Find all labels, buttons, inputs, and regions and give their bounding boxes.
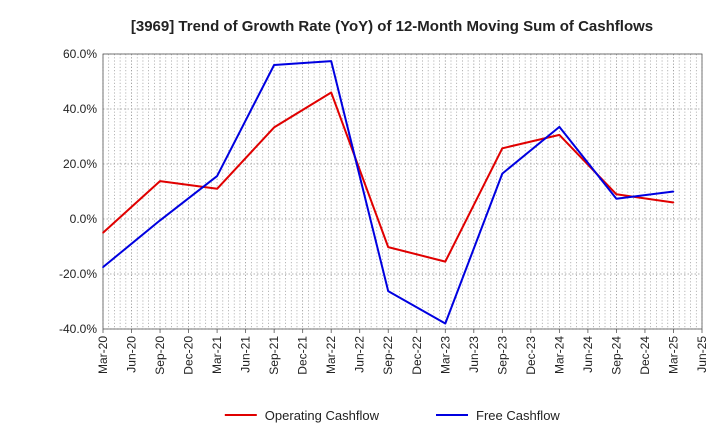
x-tick-label: Sep-23 [495,336,509,375]
plot-area: 60.0% 40.0% 20.0% 0.0% -20.0% -40.0%Mar-20 Jun… [59,47,709,375]
data-point-series-2 [672,190,675,193]
data-point-series-2 [387,290,390,292]
data-point-series-2 [273,64,275,66]
x-tick-label: Mar-20 [96,336,110,374]
data-point-series-2 [102,266,104,268]
data-point-series-1 [615,193,618,196]
data-point-series-1 [558,134,561,136]
y-tick-label: 60.0% [63,47,97,61]
x-tick-label: Dec-23 [524,336,538,375]
data-point-series-2 [444,322,447,325]
data-point-series-2 [615,197,618,200]
chart-title: [3969] Trend of Growth Rate (YoY) of 12-… [131,18,653,35]
data-point-series-1 [273,126,275,129]
y-tick-label: 0.0% [70,212,98,226]
data-point-series-2 [501,172,504,175]
y-tick-label: -20.0% [59,267,97,281]
x-tick-label: Sep-21 [267,336,281,375]
x-tick-label: Jun-20 [125,336,139,373]
x-tick-label: Dec-21 [296,336,310,375]
x-tick-label: Mar-22 [324,336,338,374]
x-tick-label: Dec-24 [638,336,652,375]
x-tick-label: Mar-24 [552,336,566,374]
x-tick-label: Jun-25 [695,336,709,373]
x-tick-label: Sep-22 [381,336,395,375]
legend-label-2: Free Cashflow [476,408,560,423]
data-point-series-1 [330,91,332,94]
data-point-series-2 [330,60,332,62]
x-tick-label: Jun-21 [239,336,253,373]
data-point-series-1 [672,201,675,204]
legend: Operating Cashflow Free Cashflow [224,408,560,423]
data-point-series-1 [102,231,104,234]
data-point-series-1 [444,260,447,263]
y-tick-label: -40.0% [59,322,97,336]
plot-background [103,54,702,329]
data-point-series-2 [216,175,218,177]
data-point-series-1 [159,180,161,182]
x-tick-label: Mar-25 [666,336,680,374]
y-tick-label: 20.0% [63,157,97,171]
x-tick-label: Jun-22 [353,336,367,373]
data-point-series-1 [216,187,218,190]
data-point-series-2 [558,126,561,128]
x-tick-label: Sep-20 [153,336,167,375]
data-point-series-1 [501,147,504,150]
legend-label-1: Operating Cashflow [265,408,380,423]
y-tick-label: 40.0% [63,102,97,116]
plot-frame [102,53,703,330]
x-tick-label: Mar-23 [438,336,452,374]
x-tick-label: Mar-21 [210,336,224,374]
x-tick-label: Jun-24 [581,336,595,373]
x-tick-label: Dec-22 [410,336,424,375]
data-point-series-1 [387,246,390,248]
x-tick-label: Sep-24 [609,336,623,375]
x-tick-label: Dec-20 [182,336,196,375]
x-tick-label: Jun-23 [467,336,481,373]
data-point-series-2 [159,219,161,222]
